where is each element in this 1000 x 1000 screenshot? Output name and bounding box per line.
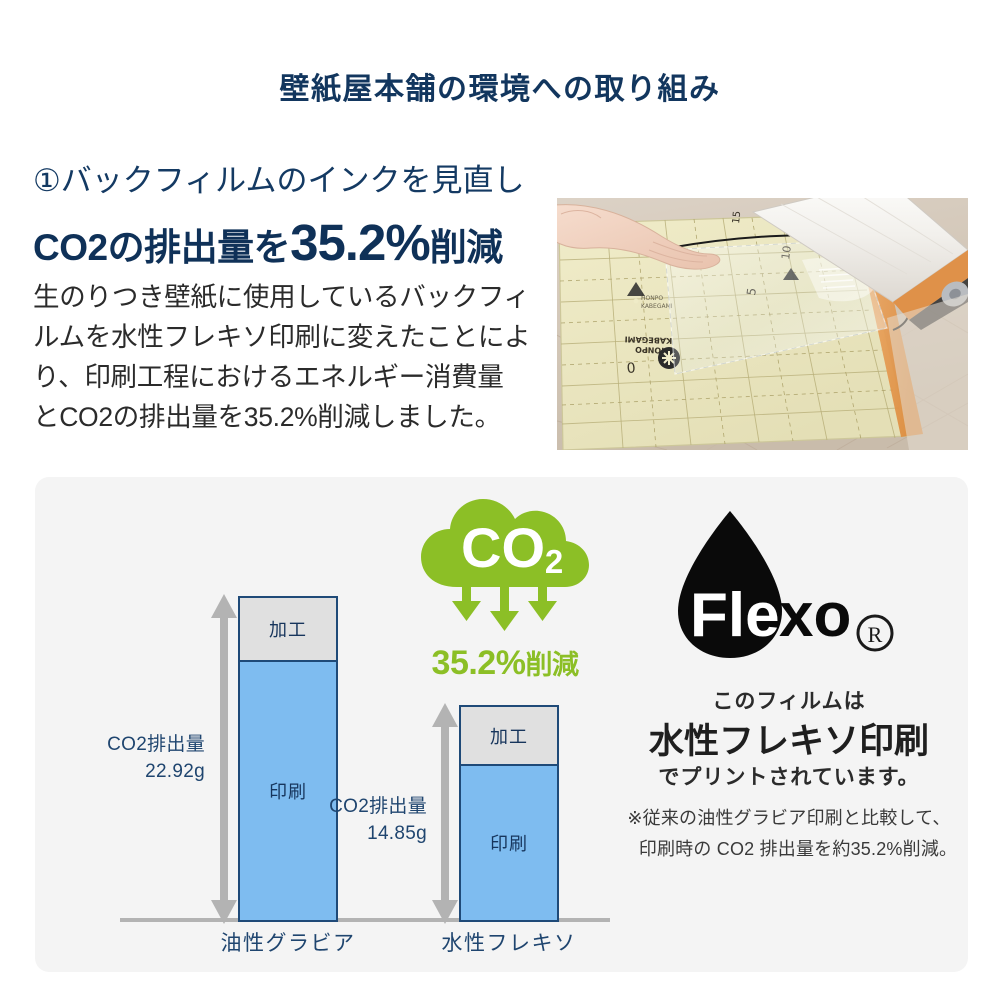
flexo-logo: Fle xo R xyxy=(634,505,944,665)
body-line: ルムを水性フレキソ印刷に変えたことによ xyxy=(33,322,531,352)
svg-text:R: R xyxy=(868,622,883,647)
flexo-info-block: Fle xo R このフィルムは 水性フレキソ印刷 でプリントされています。 ※… xyxy=(610,505,968,935)
svg-text:2: 2 xyxy=(545,543,563,580)
co2-cloud-icon: CO 2 xyxy=(421,499,589,631)
body-line: 生のりつき壁紙に使用しているバックフィ xyxy=(33,282,530,312)
ink-drop-icon xyxy=(678,511,782,658)
measure-arrow-gravure xyxy=(211,594,237,924)
flexo-footnote-line2: 印刷時の CO2 排出量を約35.2%削減。 xyxy=(638,839,958,859)
flexo-line1: このフィルムは xyxy=(712,690,866,713)
bar-segment-printing: 印刷 xyxy=(461,764,557,920)
headline-prefix: CO2の排出量を xyxy=(33,227,291,268)
bar-total-label-line2: 22.92g xyxy=(145,761,205,782)
chart-category-gravure: 油性グラビア xyxy=(220,932,356,955)
svg-text:KABEGAMI: KABEGAMI xyxy=(624,334,672,345)
chart-baseline xyxy=(120,918,610,922)
flexo-line3: でプリントされています。 xyxy=(658,766,920,789)
bar-gravure: 加工 印刷 xyxy=(238,596,338,922)
page-title: 壁紙屋本舗の環境への取り組み xyxy=(279,73,721,106)
bar-segment-processing: 加工 xyxy=(240,598,336,660)
bar-segment-printing: 印刷 xyxy=(240,660,336,920)
co2-reduction-value: 35.2% xyxy=(431,644,526,682)
body-line: り、印刷工程におけるエネルギー消費量 xyxy=(33,362,504,392)
comparison-panel: 加工 印刷 CO2排出量 22.92g 加工 印刷 C xyxy=(35,477,968,972)
section-lead: ①バックフィルムのインクを見直し xyxy=(33,163,525,198)
registered-mark-icon: R xyxy=(856,614,894,652)
chart-category-flexo: 水性フレキソ xyxy=(441,932,577,955)
bar-total-label-line1: CO2排出量 xyxy=(329,796,427,817)
co2-reduction-text: 35.2%削減 xyxy=(395,643,615,683)
body-copy: 生のりつき壁紙に使用しているバックフィ ルムを水性フレキソ印刷に変えたことによ … xyxy=(33,277,553,437)
bar-segment-processing: 加工 xyxy=(461,707,557,764)
bar-total-label-line1: CO2排出量 xyxy=(107,734,205,755)
headline: CO2の排出量を 35.2% 削減 xyxy=(33,213,573,272)
co2-reduction-badge: CO 2 35.2%削減 xyxy=(395,491,615,691)
svg-text:KABEGAMI: KABEGAMI xyxy=(641,303,673,310)
co2-bar-chart: 加工 印刷 CO2排出量 22.92g 加工 印刷 C xyxy=(35,477,615,972)
wallpaper-roll-photo: HONPO KABEGAMI HONPO KABEGAMI 0 5 10 15 xyxy=(557,198,968,450)
measure-arrow-flexo xyxy=(432,703,458,924)
bar-flexo: 加工 印刷 xyxy=(459,705,559,922)
svg-text:xo: xo xyxy=(779,581,851,650)
svg-text:HONPO: HONPO xyxy=(635,345,668,355)
flexo-footnote-line1: ※従来の油性グラビア印刷と比較して、 xyxy=(627,808,951,828)
bar-total-label-line2: 14.85g xyxy=(367,823,427,844)
bar-total-label-gravure: CO2排出量 22.92g xyxy=(53,731,205,785)
body-line: とCO2の排出量を35.2%削減しました。 xyxy=(33,402,501,432)
svg-text:CO: CO xyxy=(461,516,545,579)
svg-text:Fle: Fle xyxy=(690,581,780,650)
headline-suffix: 削減 xyxy=(429,227,504,268)
svg-text:0: 0 xyxy=(626,360,636,377)
svg-text:HONPO: HONPO xyxy=(641,295,663,302)
svg-text:15: 15 xyxy=(731,210,743,224)
flexo-line2: 水性フレキソ印刷 xyxy=(648,722,929,761)
co2-reduction-suffix: 削減 xyxy=(525,650,579,680)
headline-value: 35.2% xyxy=(290,214,431,271)
flexo-footnote: ※従来の油性グラビア印刷と比較して、 印刷時の CO2 排出量を約35.2%削減… xyxy=(610,803,968,865)
bar-total-label-flexo: CO2排出量 14.85g xyxy=(275,793,427,847)
